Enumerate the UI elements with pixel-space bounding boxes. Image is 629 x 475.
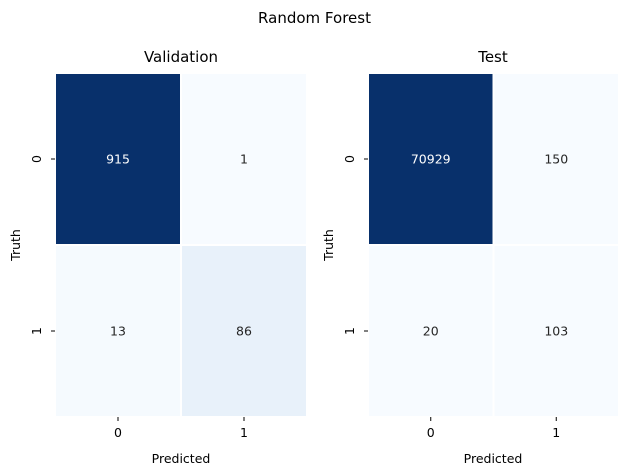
test-xlabel: Predicted — [464, 451, 523, 466]
test-ytick-label-0: 0 — [342, 155, 357, 163]
test-ylabel: Truth — [321, 229, 336, 262]
validation-cell-0-1 — [180, 72, 308, 246]
test-panel: Test 70929 150 20 103 0 1 0 1 Predicted Truth — [321, 48, 620, 466]
validation-cell-0-0 — [54, 72, 182, 246]
test-cell-0-1 — [492, 72, 620, 246]
test-xtick-label-1: 1 — [552, 425, 560, 440]
figure-title: Random Forest — [258, 9, 371, 27]
test-heatmap: 70929 150 20 103 0 1 0 1 — [342, 72, 620, 440]
test-cell-label-1-0: 20 — [423, 324, 439, 339]
test-title: Test — [477, 48, 508, 66]
validation-cell-1-0 — [54, 244, 182, 418]
validation-cell-1-1 — [180, 244, 308, 418]
test-cell-1-1 — [492, 244, 620, 418]
validation-xlabel: Predicted — [152, 451, 211, 466]
validation-cell-label-0-1: 1 — [240, 152, 248, 167]
test-xtick-label-0: 0 — [427, 425, 435, 440]
validation-cell-label-1-0: 13 — [110, 324, 126, 339]
test-cell-label-0-1: 150 — [544, 152, 568, 167]
validation-heatmap: 915 1 13 86 0 1 0 1 — [29, 72, 308, 440]
validation-title: Validation — [144, 48, 218, 66]
validation-xtick-label-0: 0 — [114, 425, 122, 440]
test-cell-label-0-0: 70929 — [411, 152, 451, 167]
test-ytick-label-1: 1 — [342, 327, 357, 335]
validation-xtick-label-1: 1 — [240, 425, 248, 440]
validation-ytick-label-0: 0 — [29, 155, 44, 163]
test-cell-label-1-1: 103 — [544, 324, 568, 339]
validation-cell-label-0-0: 915 — [106, 152, 130, 167]
validation-ylabel: Truth — [8, 229, 23, 262]
validation-cell-label-1-1: 86 — [236, 324, 252, 339]
validation-panel: Validation 915 1 13 86 0 1 0 1 Predicted Truth — [8, 48, 308, 466]
validation-ytick-label-1: 1 — [29, 327, 44, 335]
